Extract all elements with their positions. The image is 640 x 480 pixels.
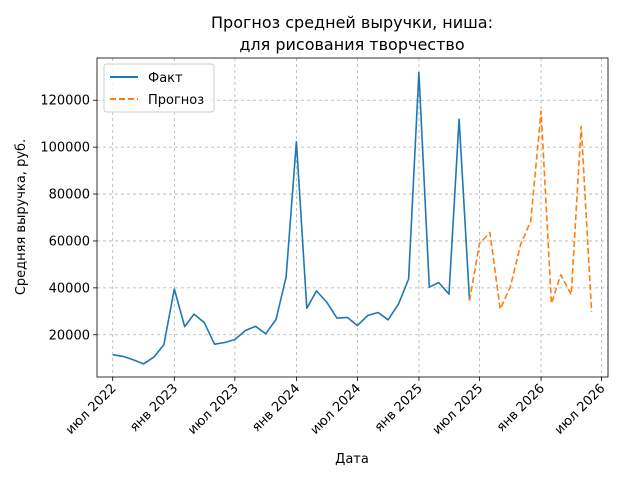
grid bbox=[97, 58, 608, 377]
series-line-forecast bbox=[468, 110, 593, 312]
legend-label-fact: Факт bbox=[148, 71, 183, 86]
y-tick-label: 60000 bbox=[49, 234, 90, 249]
plot-frame bbox=[96, 57, 609, 378]
series-lines bbox=[112, 71, 593, 365]
chart-title-line-1: Прогноз средней выручки, ниша: bbox=[211, 13, 493, 32]
y-axis-label: Средняя выручка, руб. bbox=[14, 139, 29, 295]
y-tick-label: 40000 bbox=[49, 281, 90, 296]
legend-label-forecast: Прогноз bbox=[148, 93, 204, 108]
series-line-fact bbox=[112, 71, 471, 365]
legend: Факт Прогноз bbox=[103, 63, 215, 113]
chart-title-line-2: для рисования творчество bbox=[239, 35, 464, 54]
y-tick-label: 20000 bbox=[49, 328, 90, 343]
y-tick-label: 120000 bbox=[40, 94, 90, 109]
y-tick-label: 80000 bbox=[49, 188, 90, 203]
x-axis-label: Дата bbox=[335, 452, 369, 467]
y-tick-label: 100000 bbox=[40, 141, 90, 156]
